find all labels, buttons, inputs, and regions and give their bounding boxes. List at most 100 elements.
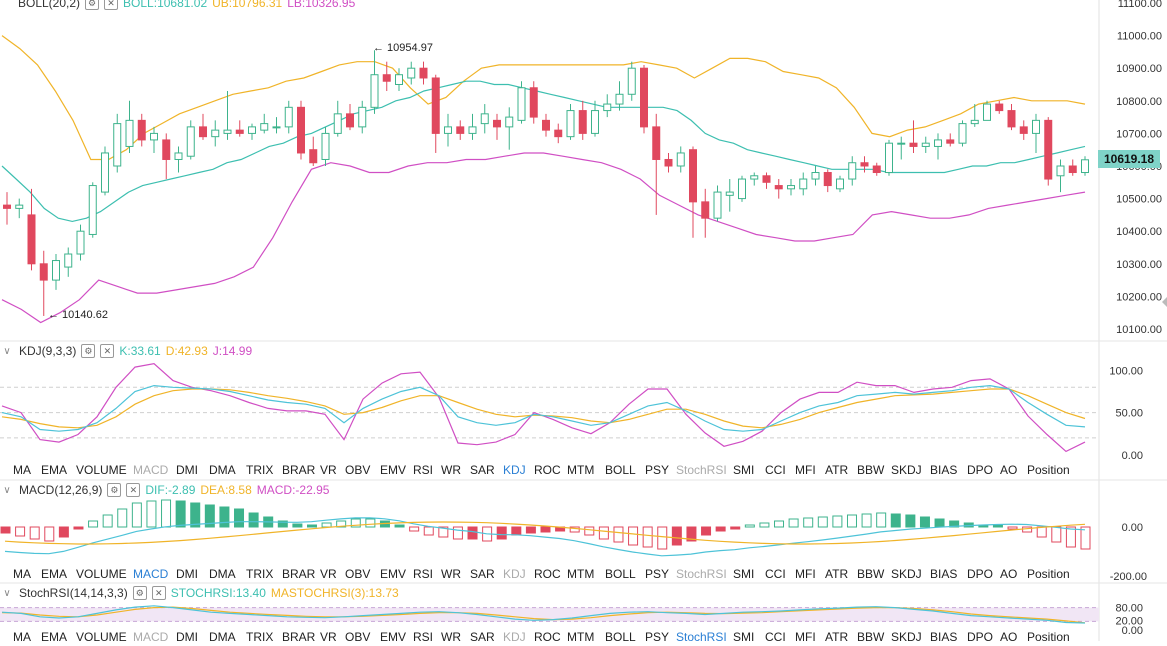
indicator-tab-volume[interactable]: VOLUME [76, 630, 127, 644]
indicator-tab-skdj[interactable]: SKDJ [891, 463, 922, 477]
indicator-tab-sar[interactable]: SAR [470, 567, 495, 581]
indicator-tab-roc[interactable]: ROC [534, 567, 561, 581]
indicator-tab-ao[interactable]: AO [1000, 630, 1018, 644]
indicator-tab-roc[interactable]: ROC [534, 630, 561, 644]
indicator-tab-obv[interactable]: OBV [345, 630, 371, 644]
indicator-tab-obv[interactable]: OBV [345, 463, 371, 477]
indicator-tab-kdj[interactable]: KDJ [503, 463, 526, 477]
indicator-tab-skdj[interactable]: SKDJ [891, 630, 922, 644]
indicator-tab-rsi[interactable]: RSI [413, 463, 434, 477]
indicator-tab-vr[interactable]: VR [320, 630, 337, 644]
indicator-tab-bbw[interactable]: BBW [857, 630, 885, 644]
indicator-tab-psy[interactable]: PSY [645, 630, 670, 644]
indicator-tab-rsi[interactable]: RSI [413, 630, 434, 644]
indicator-tab-brar[interactable]: BRAR [282, 630, 316, 644]
indicator-tab-sar[interactable]: SAR [470, 630, 495, 644]
indicator-tab-dma[interactable]: DMA [209, 463, 236, 477]
indicator-tab-volume[interactable]: VOLUME [76, 567, 127, 581]
indicator-tab-sar[interactable]: SAR [470, 463, 495, 477]
indicator-tab-atr[interactable]: ATR [825, 463, 849, 477]
indicator-tab-boll[interactable]: BOLL [605, 463, 636, 477]
gear-icon[interactable]: ⚙ [107, 483, 122, 497]
indicator-tab-roc[interactable]: ROC [534, 463, 561, 477]
indicator-tab-smi[interactable]: SMI [733, 463, 755, 477]
indicator-tab-wr[interactable]: WR [441, 463, 461, 477]
indicator-tab-dmi[interactable]: DMI [176, 630, 198, 644]
indicator-tab-ma[interactable]: MA [13, 630, 31, 644]
indicator-tab-obv[interactable]: OBV [345, 567, 371, 581]
indicator-tab-ao[interactable]: AO [1000, 567, 1018, 581]
indicator-tab-emv[interactable]: EMV [380, 630, 407, 644]
indicator-tab-vr[interactable]: VR [320, 567, 337, 581]
indicator-tab-position[interactable]: Position [1027, 463, 1070, 477]
indicator-tab-smi[interactable]: SMI [733, 630, 755, 644]
indicator-tab-dpo[interactable]: DPO [967, 630, 994, 644]
indicator-tab-mtm[interactable]: MTM [567, 630, 595, 644]
indicator-tab-bias[interactable]: BIAS [930, 567, 958, 581]
indicator-tab-trix[interactable]: TRIX [246, 567, 274, 581]
indicator-tab-macd[interactable]: MACD [133, 463, 169, 477]
indicator-tab-bias[interactable]: BIAS [930, 630, 958, 644]
indicator-tab-trix[interactable]: TRIX [246, 463, 274, 477]
indicator-tab-vr[interactable]: VR [320, 463, 337, 477]
indicator-tab-mfi[interactable]: MFI [795, 567, 816, 581]
indicator-tab-boll[interactable]: BOLL [605, 630, 636, 644]
indicator-tab-wr[interactable]: WR [441, 630, 461, 644]
indicator-tab-mtm[interactable]: MTM [567, 463, 595, 477]
indicator-tab-ao[interactable]: AO [1000, 463, 1018, 477]
indicator-tab-ema[interactable]: EMA [41, 463, 68, 477]
indicator-tab-mfi[interactable]: MFI [795, 630, 816, 644]
chevron-down-icon[interactable]: ∨ [3, 345, 11, 357]
indicator-tab-kdj[interactable]: KDJ [503, 630, 526, 644]
gear-icon[interactable]: ⚙ [132, 586, 147, 600]
close-icon[interactable]: ✕ [100, 344, 115, 358]
chevron-down-icon[interactable]: ∨ [3, 484, 11, 496]
close-icon[interactable]: ✕ [151, 586, 166, 600]
indicator-tab-macd[interactable]: MACD [133, 630, 169, 644]
indicator-tab-dpo[interactable]: DPO [967, 463, 994, 477]
indicator-tab-dma[interactable]: DMA [209, 630, 236, 644]
indicator-tab-ma[interactable]: MA [13, 567, 31, 581]
close-icon[interactable]: ✕ [104, 0, 119, 10]
indicator-tab-position[interactable]: Position [1027, 567, 1070, 581]
indicator-tab-cci[interactable]: CCI [765, 630, 786, 644]
indicator-tab-macd[interactable]: MACD [133, 567, 169, 581]
indicator-tab-ema[interactable]: EMA [41, 567, 68, 581]
indicator-tab-trix[interactable]: TRIX [246, 630, 274, 644]
indicator-tab-ema[interactable]: EMA [41, 630, 68, 644]
indicator-tab-smi[interactable]: SMI [733, 567, 755, 581]
indicator-tab-mtm[interactable]: MTM [567, 567, 595, 581]
indicator-tab-dma[interactable]: DMA [209, 567, 236, 581]
indicator-tab-stochrsi[interactable]: StochRSI [676, 567, 727, 581]
indicator-tab-stochrsi[interactable]: StochRSI [676, 630, 727, 644]
indicator-tab-psy[interactable]: PSY [645, 567, 670, 581]
indicator-tab-bias[interactable]: BIAS [930, 463, 958, 477]
indicator-tab-mfi[interactable]: MFI [795, 463, 816, 477]
indicator-tab-position[interactable]: Position [1027, 630, 1070, 644]
chevron-down-icon[interactable]: ∨ [3, 587, 11, 599]
indicator-tab-atr[interactable]: ATR [825, 567, 849, 581]
indicator-tab-rsi[interactable]: RSI [413, 567, 434, 581]
indicator-tab-volume[interactable]: VOLUME [76, 463, 127, 477]
indicator-tab-boll[interactable]: BOLL [605, 567, 636, 581]
indicator-tab-bbw[interactable]: BBW [857, 567, 885, 581]
gear-icon[interactable]: ⚙ [85, 0, 100, 10]
indicator-tab-kdj[interactable]: KDJ [503, 567, 526, 581]
indicator-tab-atr[interactable]: ATR [825, 630, 849, 644]
indicator-tab-dmi[interactable]: DMI [176, 463, 198, 477]
indicator-tab-cci[interactable]: CCI [765, 567, 786, 581]
indicator-tab-skdj[interactable]: SKDJ [891, 567, 922, 581]
indicator-tab-brar[interactable]: BRAR [282, 463, 316, 477]
indicator-tab-dpo[interactable]: DPO [967, 567, 994, 581]
gear-icon[interactable]: ⚙ [81, 344, 96, 358]
indicator-tab-stochrsi[interactable]: StochRSI [676, 463, 727, 477]
indicator-tab-psy[interactable]: PSY [645, 463, 670, 477]
indicator-tab-brar[interactable]: BRAR [282, 567, 316, 581]
indicator-tab-bbw[interactable]: BBW [857, 463, 885, 477]
indicator-tab-cci[interactable]: CCI [765, 463, 786, 477]
close-icon[interactable]: ✕ [126, 483, 141, 497]
indicator-tab-emv[interactable]: EMV [380, 567, 407, 581]
indicator-tab-dmi[interactable]: DMI [176, 567, 198, 581]
indicator-tab-wr[interactable]: WR [441, 567, 461, 581]
